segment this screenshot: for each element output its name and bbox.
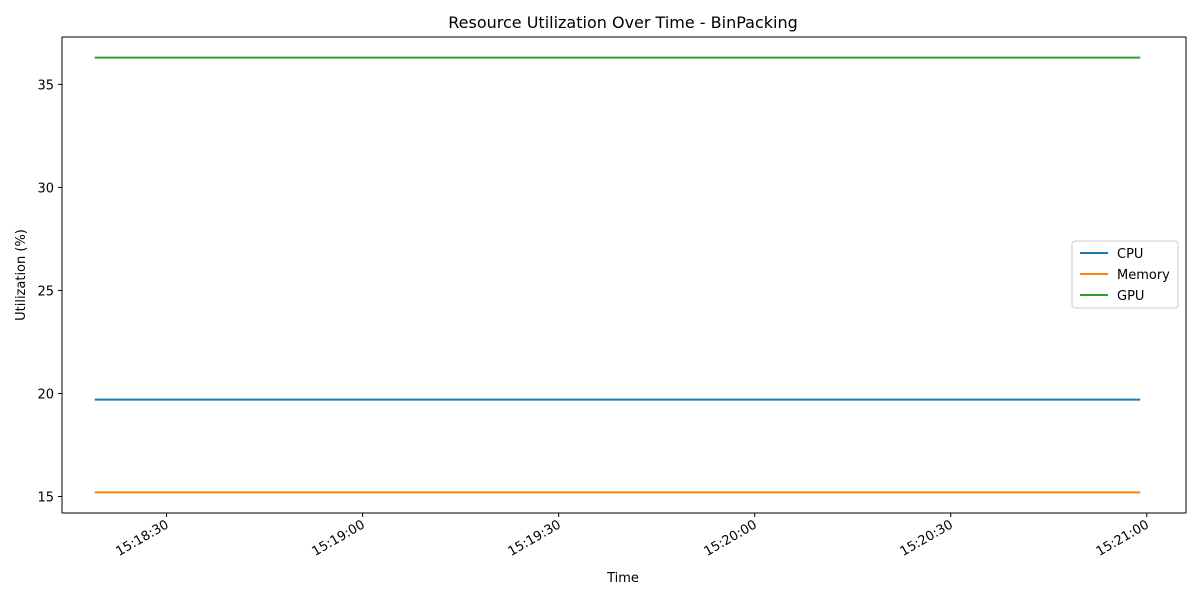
y-axis: 15 20 25 30 35: [37, 78, 62, 506]
legend: CPU Memory GPU: [1071, 240, 1179, 309]
y-axis-label: Utilization (%): [14, 229, 29, 321]
x-tick-label: 15:18:30: [113, 517, 171, 559]
legend-label: CPU: [1117, 247, 1143, 262]
legend-box: [1071, 240, 1179, 309]
x-tick-label: 15:20:30: [898, 517, 956, 559]
y-tick-label: 25: [37, 284, 54, 299]
legend-label: Memory: [1117, 268, 1170, 283]
plot-area: [94, 56, 1141, 494]
legend-label: GPU: [1117, 289, 1144, 304]
x-tick-label: 15:20:00: [702, 517, 760, 559]
y-tick-label: 15: [37, 491, 54, 506]
plot-frame: [61, 36, 1187, 514]
chart-title: Resource Utilization Over Time - BinPack…: [448, 13, 798, 32]
x-tick-label: 15:21:00: [1094, 517, 1152, 559]
x-axis-label: Time: [606, 571, 639, 586]
y-tick-label: 35: [37, 78, 54, 93]
y-tick-label: 20: [37, 387, 54, 402]
x-tick-label: 15:19:00: [310, 517, 368, 559]
x-tick-label: 15:19:30: [506, 517, 564, 559]
x-axis: 15:18:30 15:19:00 15:19:30 15:20:00 15:20:30…: [113, 513, 1152, 560]
y-tick-label: 30: [37, 181, 54, 196]
